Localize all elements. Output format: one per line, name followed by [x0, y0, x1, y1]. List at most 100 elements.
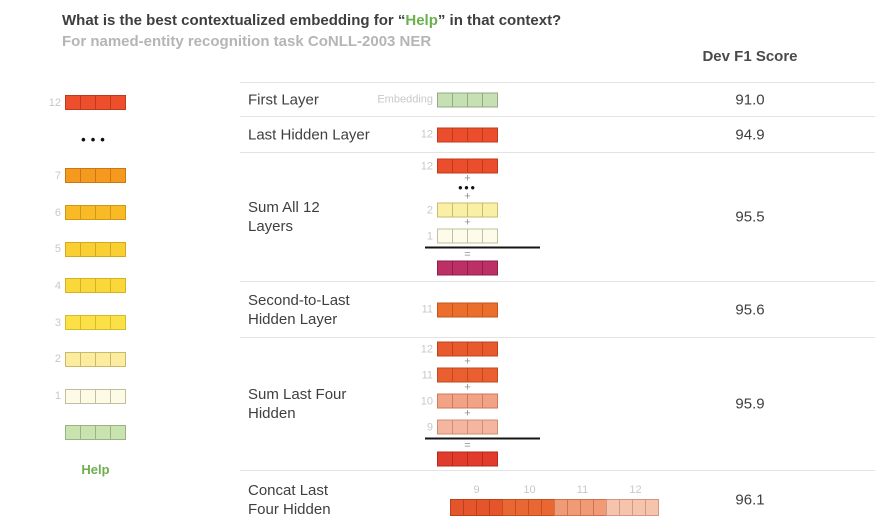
- vector-cell: [80, 315, 96, 331]
- diagram-layer-vector: [437, 367, 498, 383]
- sidebar-layer-vector: [65, 205, 126, 221]
- sum-line: [425, 437, 540, 440]
- vector-cell: [528, 499, 542, 516]
- sidebar-ellipsis-row: •••: [43, 132, 143, 147]
- row-diagram: 12: [373, 126, 498, 143]
- vector-cell: [80, 95, 96, 110]
- vector-cell: [95, 241, 111, 257]
- table-row-last-hidden-layer: Last Hidden Layer 12 94.9: [240, 116, 875, 152]
- operator-row: =: [373, 440, 540, 451]
- vector-cell: [65, 425, 81, 441]
- sidebar-layer-row: [43, 425, 143, 441]
- vector-cell: [482, 341, 498, 357]
- vector-cell: [80, 388, 96, 404]
- row-diagram: 12 + ••• +2 +1 =: [373, 158, 540, 277]
- vector-cell: [437, 419, 453, 435]
- layer-number-label: 6: [54, 206, 61, 219]
- vector-cell: [467, 158, 483, 174]
- vector-cell: [80, 205, 96, 221]
- diagram-layer-row: 2: [373, 202, 540, 218]
- operator-row: +: [373, 173, 540, 184]
- row-label: Sum Last Four Hidden: [248, 386, 347, 422]
- vector-cell: [567, 499, 581, 516]
- vector-cell: [482, 228, 498, 244]
- layer-number-label: 2: [54, 353, 61, 366]
- layer-number-label: 5: [54, 243, 61, 256]
- vector-cell: [437, 367, 453, 383]
- sidebar-layer-row: 6: [43, 205, 143, 221]
- vector-cell: [467, 92, 483, 107]
- vector-cell: [437, 127, 453, 142]
- vector-cell: [467, 228, 483, 244]
- vector-cell: [110, 95, 126, 110]
- diagram-layer-row: 12: [373, 127, 498, 142]
- plus-operator: +: [464, 216, 471, 229]
- vector-cell: [467, 341, 483, 357]
- vector-cell: [452, 302, 468, 317]
- vector-cell: [467, 451, 483, 467]
- vector-cell: [95, 315, 111, 331]
- vector-cell: [452, 202, 468, 218]
- vector-cell: [65, 205, 81, 221]
- vector-cell: [437, 451, 453, 467]
- vector-cell: [110, 351, 126, 367]
- vector-cell: [452, 228, 468, 244]
- vector-cell: [452, 419, 468, 435]
- vector-cell: [482, 158, 498, 174]
- diagram-layer-label: 12: [420, 160, 433, 172]
- vector-cell: [515, 499, 529, 516]
- vector-cell: [482, 260, 498, 276]
- diagram-layer-label: 1: [426, 230, 433, 242]
- sidebar-layer-vector: [65, 168, 126, 184]
- row-label: Second-to-Last Hidden Layer: [248, 291, 350, 328]
- sidebar-layer-vector: [65, 241, 126, 257]
- diagram-layer-row: Embedding: [373, 92, 498, 107]
- diagram-layer-row: 11: [373, 367, 540, 383]
- dev-f1-score: 91.0: [735, 91, 765, 108]
- layer-number-label: 7: [54, 169, 61, 182]
- diagram-layer-vector: [437, 127, 498, 142]
- vector-cell: [476, 499, 490, 516]
- row-label: First Layer: [248, 91, 319, 108]
- vector-cell: [65, 351, 81, 367]
- vector-cell: [80, 278, 96, 294]
- concat-group-label: 12: [629, 484, 642, 496]
- diagram-layer-label: 2: [426, 204, 433, 216]
- vector-cell: [437, 302, 453, 317]
- diagram-layer-row: 12: [373, 158, 540, 174]
- vector-cell: [482, 367, 498, 383]
- vector-cell: [437, 393, 453, 409]
- diagram-layer-vector: [437, 260, 498, 276]
- vector-cell: [482, 127, 498, 142]
- diagram-layer-label: 12: [420, 343, 433, 355]
- vector-cell: [110, 425, 126, 441]
- diagram-layer-row: 10: [373, 393, 540, 409]
- diagram-layer-label: 9: [426, 421, 433, 433]
- vector-cell: [110, 388, 126, 404]
- row-diagram: 12 +11 +10 +9 =: [373, 341, 540, 468]
- diagram-layer-vector: [437, 393, 498, 409]
- vector-cell: [482, 393, 498, 409]
- diagram-layer-row: 11: [373, 302, 498, 317]
- diagram-layer-label: 10: [420, 395, 433, 407]
- vector-cell: [452, 158, 468, 174]
- operator-row: +: [373, 408, 540, 419]
- title-prefix: What is the best contextualized embeddin…: [62, 12, 406, 29]
- vector-cell: [110, 241, 126, 257]
- concat-strip: [450, 499, 662, 516]
- sidebar-layer-vector: [65, 95, 126, 110]
- vector-cell: [80, 351, 96, 367]
- diagram-layer-label: 12: [420, 128, 433, 141]
- operator-row: =: [373, 249, 540, 260]
- vector-cell: [65, 241, 81, 257]
- sidebar-layer-vector: [65, 315, 126, 331]
- vector-cell: [467, 419, 483, 435]
- layer-number-label: 4: [54, 279, 61, 292]
- vector-cell: [65, 315, 81, 331]
- vector-cell: [452, 451, 468, 467]
- vector-cell: [65, 168, 81, 184]
- vector-cell: [110, 278, 126, 294]
- vector-cell: [467, 302, 483, 317]
- diagram-layer-vector: [437, 451, 498, 467]
- dev-f1-score-column-header: Dev F1 Score: [702, 48, 798, 65]
